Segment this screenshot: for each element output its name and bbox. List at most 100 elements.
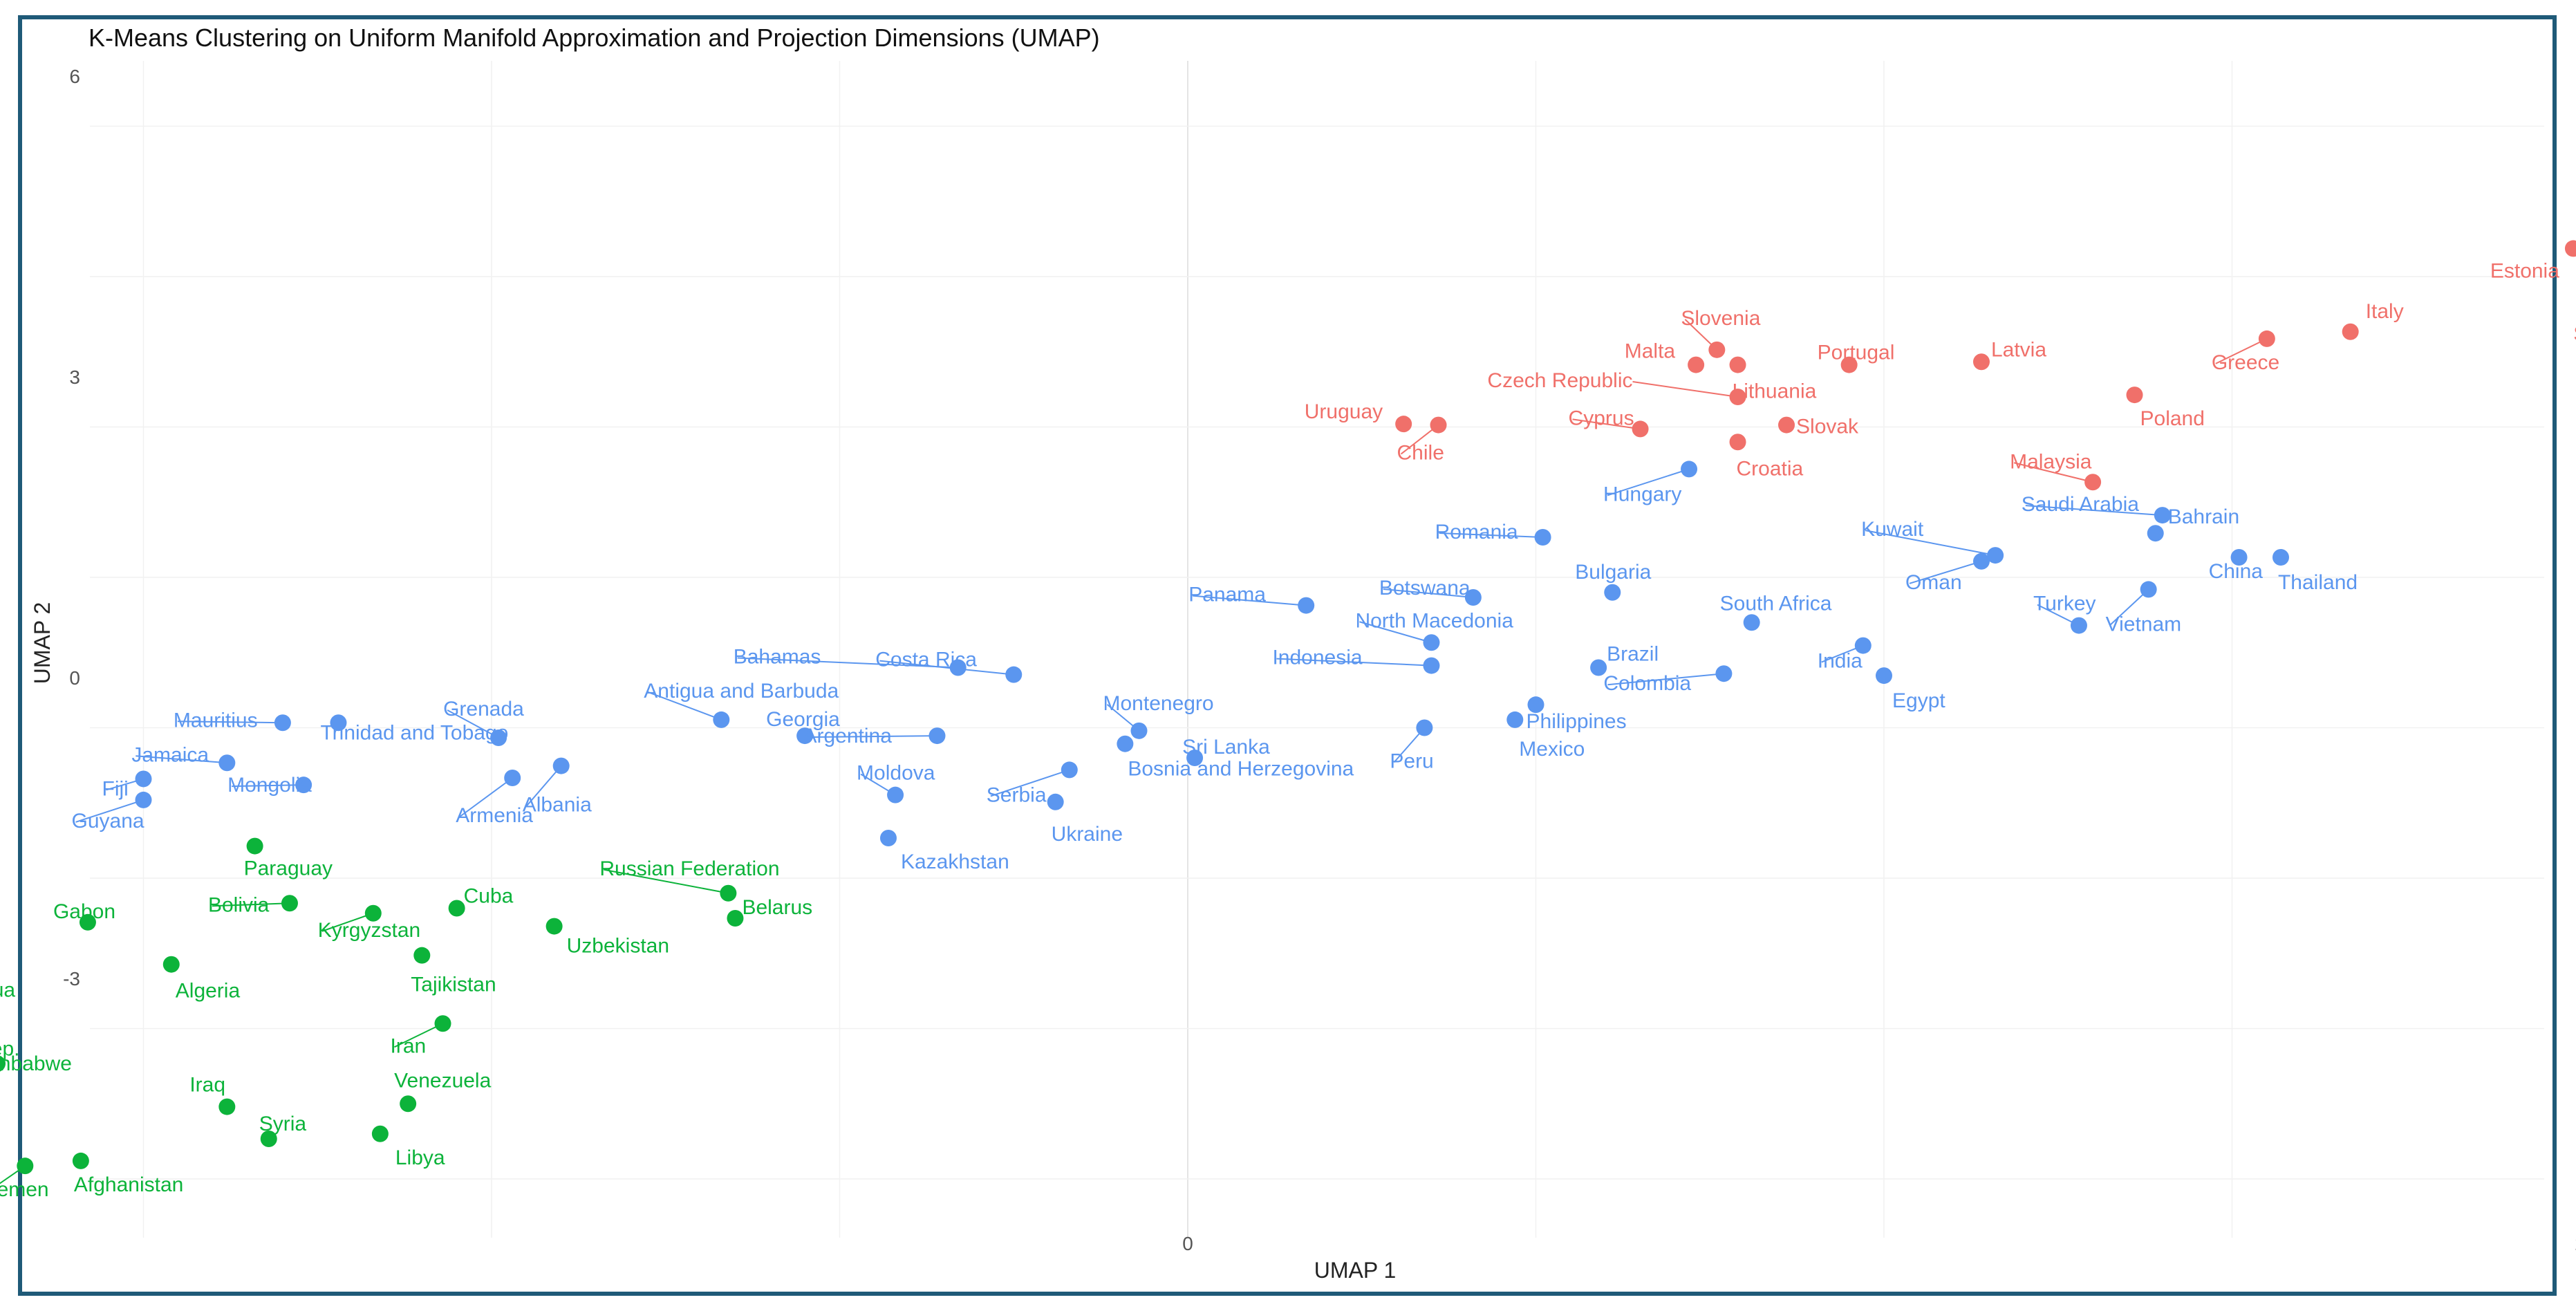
y-axis-label: UMAP 2 [30,602,55,685]
point-uzbekistan [545,918,563,935]
leader-line-argentina [807,735,937,738]
point-label-zimbabwe: Zimbabwe [0,1052,72,1075]
leader-line-bolivia [212,902,290,907]
leader-line-grenada [447,709,499,738]
point-cuba [448,900,465,917]
point-gabon [79,913,96,931]
point-north-macedonia [1423,634,1440,651]
point-antigua-and-barbuda [713,711,730,728]
leader-line-hungary [1607,468,1690,496]
leader-line-saudi-arabia [2025,505,2163,517]
point-label-trinidad-and-tobago: Trinidad and Tobago [320,721,508,744]
point-estonia [2564,240,2576,257]
point-botswana [1464,589,1482,606]
point-label-yemen: Yemen [0,1178,49,1201]
point-label-algeria: Algeria [176,980,241,1003]
point-label-kuwait: Kuwait [1861,518,1924,541]
point-label-oman: Oman [1905,571,1962,594]
point-slovenia [1708,341,1726,358]
point-lithuania [1729,356,1746,373]
point-mauritius [274,714,291,732]
point-label-tajikistan: Tajikistan [411,974,496,996]
point-label-fiji: Fiji [102,777,129,800]
point-label-venezuela: Venezuela [394,1069,491,1092]
point-croatia [1729,434,1746,451]
point-indonesia [1423,657,1440,674]
point-label-antigua-and-barbuda: Antigua and Barbuda [644,680,839,703]
point-label-argentina: Argentina [803,725,892,747]
point-romania [1534,529,1551,546]
point-yemen [17,1157,34,1175]
point-slovak [1778,416,1795,434]
point-guyana [135,791,152,808]
point-czech-republic [1729,389,1746,405]
leader-line-costa-rica [879,660,1014,676]
leader-line-serbia [990,769,1070,797]
point-paraguay [246,837,263,855]
point-libya [371,1125,389,1142]
point-thailand [2272,549,2289,566]
point-belarus [727,910,744,927]
point-syria [260,1131,277,1147]
leader-line-kyrgyzstan [321,912,374,932]
point-label-philippines: Philippines [1527,710,1627,733]
point-label-jamaica: Jamaica [131,743,209,766]
leader-line-russian-federation [604,868,729,894]
point-mongolia [295,777,312,794]
point-kazakhstan [879,830,897,846]
point-moldova [887,786,904,803]
point-saudi-arabia [2154,507,2171,524]
point-label-uruguay: Uruguay [1305,400,1383,423]
point-tajikistan [413,947,431,964]
point-sri-lanka [1186,750,1204,766]
point-montenegro [1130,722,1148,739]
point-label-afghanistan: Afghanistan [74,1173,183,1196]
point-serbia [1061,761,1078,779]
point-label-bolivia: Bolivia [208,893,270,916]
point-label-montenegro: Montenegro [1103,692,1214,715]
leader-line-vietnam [2109,588,2149,626]
point-iraq [218,1098,236,1115]
leader-line-botswana [1383,588,1473,598]
point-label-mexico: Mexico [1519,738,1585,761]
point-kyrgyzstan [364,904,382,922]
point-label-grenada: Grenada [443,698,524,720]
point-chile [1430,416,1447,434]
point-label-thailand: Thailand [2278,571,2358,594]
leader-line-albania [525,765,562,807]
point-malta [1688,356,1705,373]
point-india [1854,637,1872,654]
y-tick-label: 0 [69,667,80,689]
leader-line-iran [394,1023,443,1048]
point-bahrain [2147,525,2164,542]
leader-line-antigua-and-barbuda [647,691,722,720]
point-label-india: India [1818,650,1863,673]
x-tick-label: 0 [1182,1233,1193,1254]
point-label-botswana: Botswana [1379,577,1471,599]
point-fiji [135,770,152,788]
point-label-gabon: Gabon [53,900,115,923]
point-label-saudi-arabia: Saudi Arabia [2022,493,2139,516]
point-label-sri-lanka: Sri Lanka [1182,736,1270,759]
point-bahamas [949,659,967,676]
point-label-egypt: Egypt [1892,689,1945,712]
point-label-romania: Romania [1435,521,1518,543]
point-layer [0,240,2576,1175]
point-label-malta: Malta [1625,340,1676,363]
chart-title: K-Means Clustering on Uniform Manifold A… [88,24,1100,52]
point-label-lithuania: Lithuania [1733,380,1817,403]
point-label-layer: IcelandNew ZealandIrelandNorwayDenmarkLu… [0,259,2576,1201]
point-label-moldova: Moldova [857,762,935,785]
point-turkey [2070,617,2087,634]
y-tick-label: 3 [69,366,80,388]
point-label-indonesia: Indonesia [1272,647,1362,669]
point-label-iran: Iran [391,1034,427,1057]
point-label-costa-rica: Costa Rica [875,649,977,671]
point-philippines [1527,696,1544,714]
leader-line-guyana [75,799,144,823]
point-latvia [1972,353,1990,371]
point-afghanistan [72,1152,89,1169]
point-label-cuba: Cuba [464,885,514,908]
point-label-russian-federation: Russian Federation [599,857,779,880]
point-label-south-africa: South Africa [1720,592,1832,615]
